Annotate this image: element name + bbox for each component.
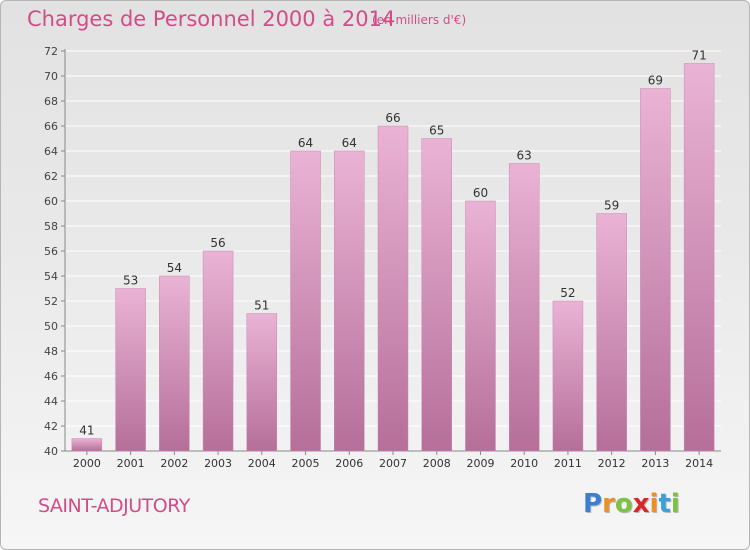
x-tick-label: 2014 (685, 457, 713, 470)
unit-label: (en milliers d'€) (372, 13, 467, 27)
logo-letter: P (583, 489, 603, 519)
x-tick-label: 2005 (292, 457, 320, 470)
x-tick-label: 2000 (73, 457, 101, 470)
data-label: 59 (604, 199, 619, 213)
bar-2012 (596, 213, 627, 452)
data-label: 60 (473, 186, 488, 200)
x-tick-label: 2004 (248, 457, 276, 470)
logo-letter: x (632, 489, 650, 519)
x-tick-label: 2008 (423, 457, 451, 470)
data-label: 54 (167, 261, 182, 275)
y-tick-label: 64 (44, 145, 58, 158)
chart-title: Charges de Personnel 2000 à 2014 (27, 7, 396, 31)
bar-2014 (683, 63, 715, 452)
bar-2013 (640, 88, 671, 452)
data-label: 53 (123, 274, 138, 288)
y-tick-label: 48 (44, 345, 58, 358)
y-tick-label: 70 (44, 70, 58, 83)
y-tick-label: 56 (44, 245, 58, 258)
y-tick-label: 54 (44, 270, 58, 283)
bar-2011 (552, 300, 584, 452)
y-tick-label: 60 (44, 195, 58, 208)
y-tick-label: 52 (44, 295, 58, 308)
bar-2003 (202, 250, 234, 452)
y-tick-label: 42 (44, 420, 58, 433)
bar-2008 (421, 138, 452, 452)
bar-2001 (115, 288, 146, 452)
y-tick-label: 62 (44, 170, 58, 183)
data-label: 41 (79, 424, 94, 438)
data-label: 71 (691, 49, 706, 63)
y-tick-label: 66 (44, 120, 58, 133)
data-label: 56 (210, 236, 225, 250)
logo-letter: t (658, 489, 671, 519)
data-label: 64 (298, 136, 313, 150)
x-tick-label: 2012 (598, 457, 626, 470)
bar-2005 (290, 150, 321, 452)
data-label: 51 (254, 299, 269, 313)
y-tick-label: 40 (44, 445, 58, 458)
data-label: 66 (385, 111, 400, 125)
x-tick-label: 2009 (466, 457, 494, 470)
y-tick-label: 68 (44, 95, 58, 108)
bar-2006 (334, 150, 365, 452)
bar-2009 (465, 200, 496, 452)
axes: 40 42 44 46 48 50 52 54 56 58 60 62 64 66 68 70 72 2000 20… (44, 45, 721, 470)
data-label: 64 (342, 136, 357, 150)
commune-name: SAINT-ADJUTORY (38, 495, 190, 517)
proxiti-logo: Proxiti (583, 489, 680, 519)
logo-letter: i (649, 489, 659, 519)
data-label: 63 (517, 149, 532, 163)
data-label: 65 (429, 124, 444, 138)
x-tick-label: 2010 (510, 457, 538, 470)
x-tick-label: 2002 (160, 457, 188, 470)
logo-letter: r (602, 489, 615, 519)
bar-2000 (71, 438, 103, 452)
logo-letter: i (670, 489, 680, 519)
x-tick-label: 2007 (379, 457, 407, 470)
x-tick-label: 2001 (117, 457, 145, 470)
y-tick-label: 44 (44, 395, 58, 408)
y-tick-label: 72 (44, 45, 58, 58)
bar-2007 (377, 125, 409, 452)
x-tick-label: 2011 (554, 457, 582, 470)
logo-letter: o (614, 489, 633, 519)
x-tick-label: 2006 (335, 457, 363, 470)
bar-2002 (159, 275, 190, 452)
data-labels: 41 53 54 56 51 64 64 66 65 60 63 52 59 69 71 (79, 49, 707, 438)
bar-2004 (246, 313, 278, 452)
bar-2010 (508, 163, 540, 452)
x-tick-label: 2013 (641, 457, 669, 470)
y-tick-label: 50 (44, 320, 58, 333)
bars (71, 63, 715, 452)
y-tick-label: 46 (44, 370, 58, 383)
x-tick-label: 2003 (204, 457, 232, 470)
data-label: 52 (560, 286, 575, 300)
data-label: 69 (648, 74, 663, 88)
y-tick-label: 58 (44, 220, 58, 233)
